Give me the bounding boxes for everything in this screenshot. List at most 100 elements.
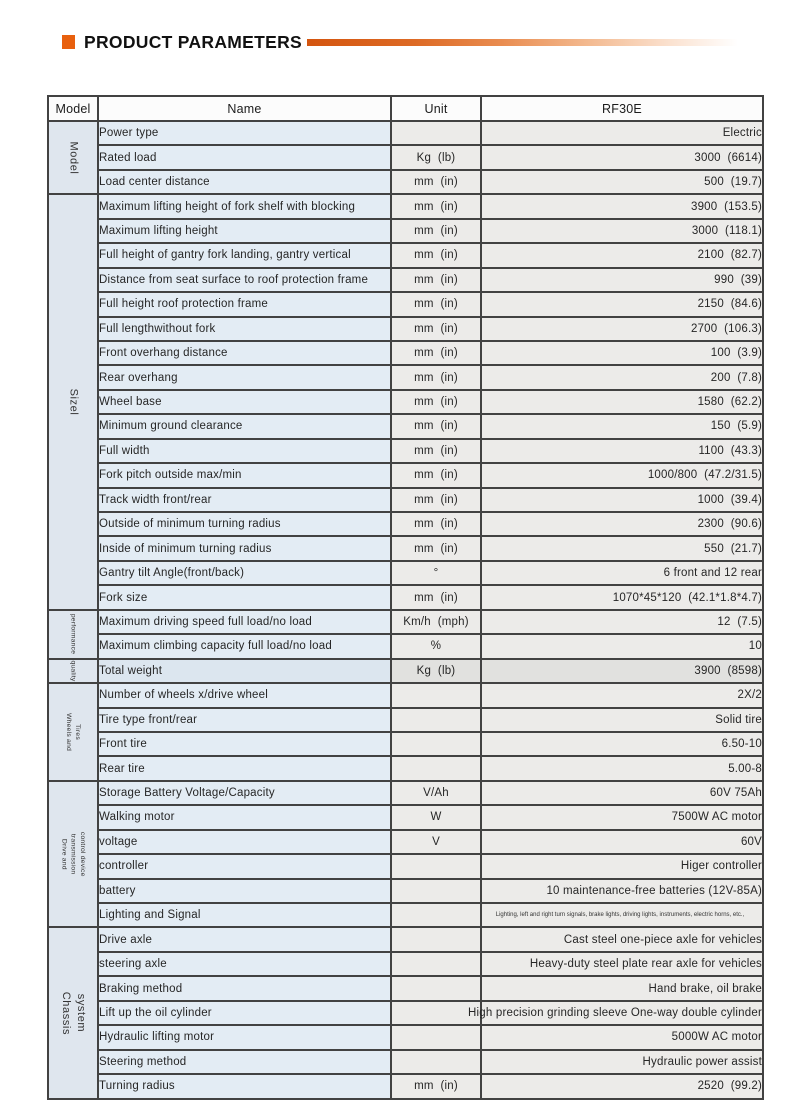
param-unit-cell bbox=[390, 999, 482, 1027]
param-value-cell: Cast steel one-piece axle for vehicles bbox=[480, 926, 764, 953]
param-value-cell: Lighting, left and right turn signals, b… bbox=[480, 901, 764, 929]
param-value-cell: 12 (7.5) bbox=[480, 608, 764, 636]
group-label-text: performance bbox=[69, 614, 77, 655]
param-value-cell: 200 (7.8) bbox=[480, 364, 764, 391]
param-value-cell: 1580 (62.2) bbox=[480, 388, 764, 416]
param-name-cell: Maximum climbing capacity full load/no l… bbox=[97, 633, 392, 660]
param-unit-cell: mm (in) bbox=[390, 291, 482, 318]
param-name-cell: Rear tire bbox=[97, 755, 392, 782]
param-value-cell: 2150 (84.6) bbox=[480, 291, 764, 318]
param-name-cell: Rear overhang bbox=[97, 364, 392, 391]
group-label-text: Wheels and Tires bbox=[65, 712, 82, 751]
param-unit-cell bbox=[390, 1048, 482, 1076]
param-unit-cell bbox=[390, 1024, 482, 1051]
table-row: Full height of gantry fork landing, gant… bbox=[48, 242, 764, 269]
table-row: Outside of minimum turning radius mm (in)… bbox=[48, 510, 764, 538]
param-unit-cell: mm (in) bbox=[390, 462, 482, 489]
param-value-cell: 1000/800 (47.2/31.5) bbox=[480, 462, 764, 489]
param-name-cell: Outside of minimum turning radius bbox=[97, 510, 392, 538]
param-name-cell: Front overhang distance bbox=[97, 339, 392, 367]
param-value-cell: Solid tire bbox=[480, 706, 764, 733]
param-value-cell: 2520 (99.2) bbox=[480, 1073, 764, 1100]
table-row: Track width front/rear mm (in) 1000 (39.4) bbox=[48, 486, 764, 514]
param-unit-cell bbox=[390, 730, 482, 758]
param-name-cell: Power type bbox=[97, 119, 392, 147]
param-name-cell: Maximum lifting height of fork shelf wit… bbox=[97, 193, 392, 220]
param-unit-cell: mm (in) bbox=[390, 510, 482, 538]
param-value-cell: 150 (5.9) bbox=[480, 413, 764, 440]
param-name-cell: Fork size bbox=[97, 584, 392, 611]
param-value-cell: 550 (21.7) bbox=[480, 535, 764, 562]
param-name-cell: Total weight bbox=[97, 657, 392, 685]
param-name-cell: Drive axle bbox=[97, 926, 392, 953]
table-row: Gantry tilt Angle(front/back) ° 6 front an… bbox=[48, 559, 764, 587]
table-row: Hydraulic lifting motor 5000W AC motor bbox=[48, 1024, 764, 1051]
param-unit-cell: V/Ah bbox=[390, 779, 482, 807]
param-unit-cell: mm (in) bbox=[390, 193, 482, 220]
group-label: Drive and transmission control device bbox=[47, 779, 99, 929]
param-unit-cell bbox=[390, 877, 482, 905]
param-name-cell: Hydraulic lifting motor bbox=[97, 1024, 392, 1051]
table-row: Full height roof protection frame mm (in)… bbox=[48, 291, 764, 318]
table-row: Inside of minimum turning radius mm (in) 5… bbox=[48, 535, 764, 562]
param-unit-cell: mm (in) bbox=[390, 388, 482, 416]
param-unit-cell bbox=[390, 682, 482, 709]
header-name: Name bbox=[97, 95, 392, 122]
param-unit-cell: mm (in) bbox=[390, 315, 482, 342]
table-row: Fork size mm (in) 1070*45*120 (42.1*1.8*4.… bbox=[48, 584, 764, 611]
param-name-cell: Steering method bbox=[97, 1048, 392, 1076]
param-name-cell: steering axle bbox=[97, 950, 392, 978]
param-name-cell: Minimum ground clearance bbox=[97, 413, 392, 440]
param-value-cell: 2X/2 bbox=[480, 682, 764, 709]
param-unit-cell: Kg (lb) bbox=[390, 657, 482, 685]
param-unit-cell bbox=[390, 950, 482, 978]
header-unit: Unit bbox=[390, 95, 482, 122]
param-value-cell: 3000 (118.1) bbox=[480, 217, 764, 245]
param-name-cell: Inside of minimum turning radius bbox=[97, 535, 392, 562]
param-value-cell: 3900 (153.5) bbox=[480, 193, 764, 220]
param-value-cell: 2700 (106.3) bbox=[480, 315, 764, 342]
param-unit-cell bbox=[390, 755, 482, 782]
param-value-cell: 6.50-10 bbox=[480, 730, 764, 758]
param-name-cell: Wheel base bbox=[97, 388, 392, 416]
param-name-cell: Track width front/rear bbox=[97, 486, 392, 514]
table-row: Load center distance mm (in) 500 (19.7) bbox=[48, 168, 764, 196]
param-value-cell: High precision grinding sleeve One-way d… bbox=[468, 999, 764, 1027]
param-unit-cell: mm (in) bbox=[390, 437, 482, 465]
table-row: Steering method Hydraulic power assist bbox=[48, 1048, 764, 1076]
param-name-cell: Lift up the oil cylinder bbox=[97, 999, 392, 1027]
param-name-cell: Gantry tilt Angle(front/back) bbox=[97, 559, 392, 587]
param-unit-cell: V bbox=[390, 828, 482, 856]
header-value: RF30E bbox=[480, 95, 764, 122]
param-value-cell: 3000 (6614) bbox=[480, 144, 764, 171]
param-name-cell: Tire type front/rear bbox=[97, 706, 392, 733]
table-row: Maximum lifting height mm (in) 3000 (118.1… bbox=[48, 217, 764, 245]
group-label: Model bbox=[47, 119, 99, 196]
table-row: Lift up the oil cylinder High precision g… bbox=[48, 999, 764, 1027]
param-name-cell: Full height roof protection frame bbox=[97, 291, 392, 318]
param-name-cell: Load center distance bbox=[97, 168, 392, 196]
param-value-cell: 10 maintenance-free batteries (12V-85A) bbox=[480, 877, 764, 905]
param-value-cell: 500 (19.7) bbox=[480, 168, 764, 196]
group-label-text: Drive and transmission control device bbox=[60, 831, 86, 877]
param-name-cell: Front tire bbox=[97, 730, 392, 758]
group-label-text: Model bbox=[67, 141, 80, 175]
param-value-cell: 5000W AC motor bbox=[480, 1024, 764, 1051]
title-accent-bar bbox=[307, 38, 738, 46]
param-unit-cell bbox=[390, 975, 482, 1002]
page-title: PRODUCT PARAMETERS bbox=[84, 31, 302, 52]
param-value-cell: 60V 75Ah bbox=[480, 779, 764, 807]
param-value-cell: 7500W AC motor bbox=[480, 804, 764, 831]
group-label: Chassis system bbox=[47, 926, 99, 1100]
table-row: Model Power type Electric bbox=[47, 119, 764, 196]
param-name-cell: Storage Battery Voltage/Capacity bbox=[97, 779, 392, 807]
param-name-cell: Number of wheels x/drive wheel bbox=[97, 682, 392, 709]
param-value-cell: Hand brake, oil brake bbox=[480, 975, 764, 1002]
table-body: Model Power type Electric Rated load Kg (lb)… bbox=[47, 119, 764, 1100]
table-row: Wheels and Tires Number of wheels x/drive… bbox=[47, 682, 764, 782]
param-value-cell: 990 (39) bbox=[480, 266, 764, 294]
group-label: quality bbox=[47, 657, 99, 685]
param-name-cell: Braking method bbox=[97, 975, 392, 1002]
param-name-cell: battery bbox=[97, 877, 392, 905]
